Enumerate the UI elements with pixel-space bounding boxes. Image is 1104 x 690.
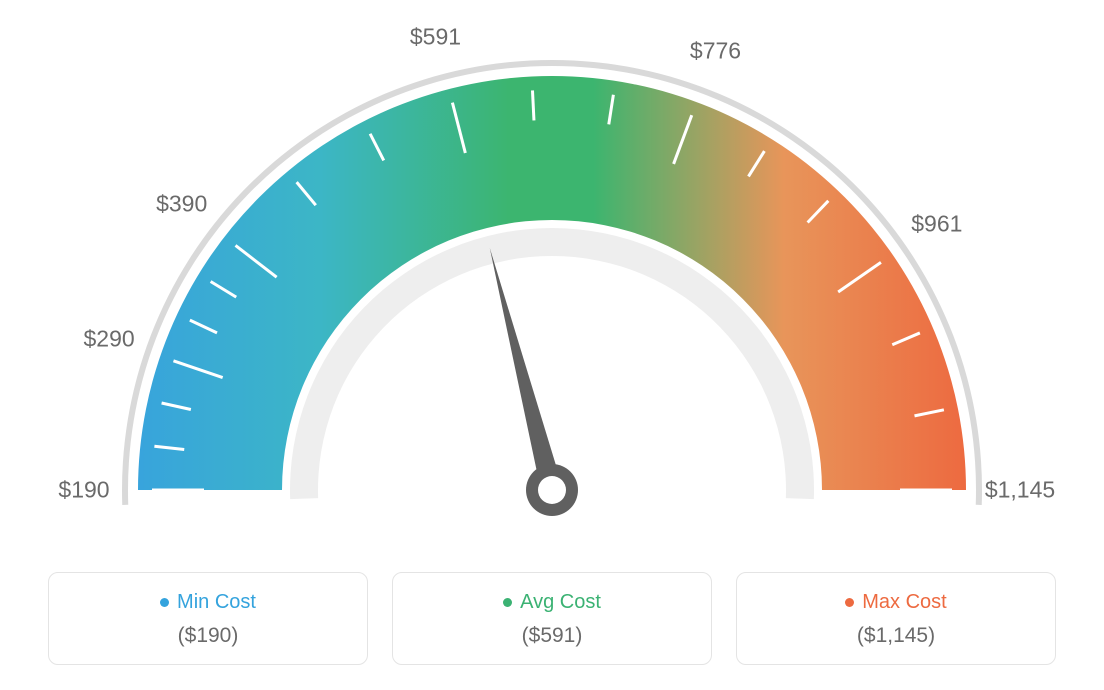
summary-cards-row: Min Cost ($190) Avg Cost ($591) Max Cost… [20, 572, 1084, 665]
max-card-header: Max Cost [747, 591, 1045, 614]
gauge-tick-label: $190 [58, 477, 109, 504]
gauge-tick-label: $776 [690, 38, 741, 65]
min-card-header: Min Cost [59, 591, 357, 614]
gauge-tick-label: $1,145 [985, 477, 1055, 504]
min-cost-card: Min Cost ($190) [48, 572, 368, 665]
max-dot-icon [845, 598, 854, 607]
gauge-svg [20, 20, 1084, 580]
gauge-minor-tick [532, 90, 533, 120]
avg-cost-card: Avg Cost ($591) [392, 572, 712, 665]
chart-container: $190 $290 $390 $591 $776 $961 $1,145 Min Cost … [0, 0, 1104, 690]
max-cost-label: Max Cost [862, 591, 946, 614]
gauge-tick-label: $290 [84, 325, 135, 352]
min-cost-value: ($190) [59, 624, 357, 648]
gauge-tick-label: $591 [410, 23, 461, 50]
gauge-tick-label: $390 [156, 190, 207, 217]
gauge-needle-hub-inner [538, 476, 566, 504]
gauge-area: $190 $290 $390 $591 $776 $961 $1,145 [20, 20, 1084, 580]
gauge-tick-label: $961 [911, 210, 962, 237]
max-cost-card: Max Cost ($1,145) [736, 572, 1056, 665]
avg-card-header: Avg Cost [403, 591, 701, 614]
min-cost-label: Min Cost [177, 591, 256, 614]
avg-dot-icon [503, 598, 512, 607]
gauge-needle [490, 248, 563, 493]
min-dot-icon [160, 598, 169, 607]
avg-cost-label: Avg Cost [520, 591, 601, 614]
avg-cost-value: ($591) [403, 624, 701, 648]
gauge-color-band [138, 76, 966, 490]
max-cost-value: ($1,145) [747, 624, 1045, 648]
